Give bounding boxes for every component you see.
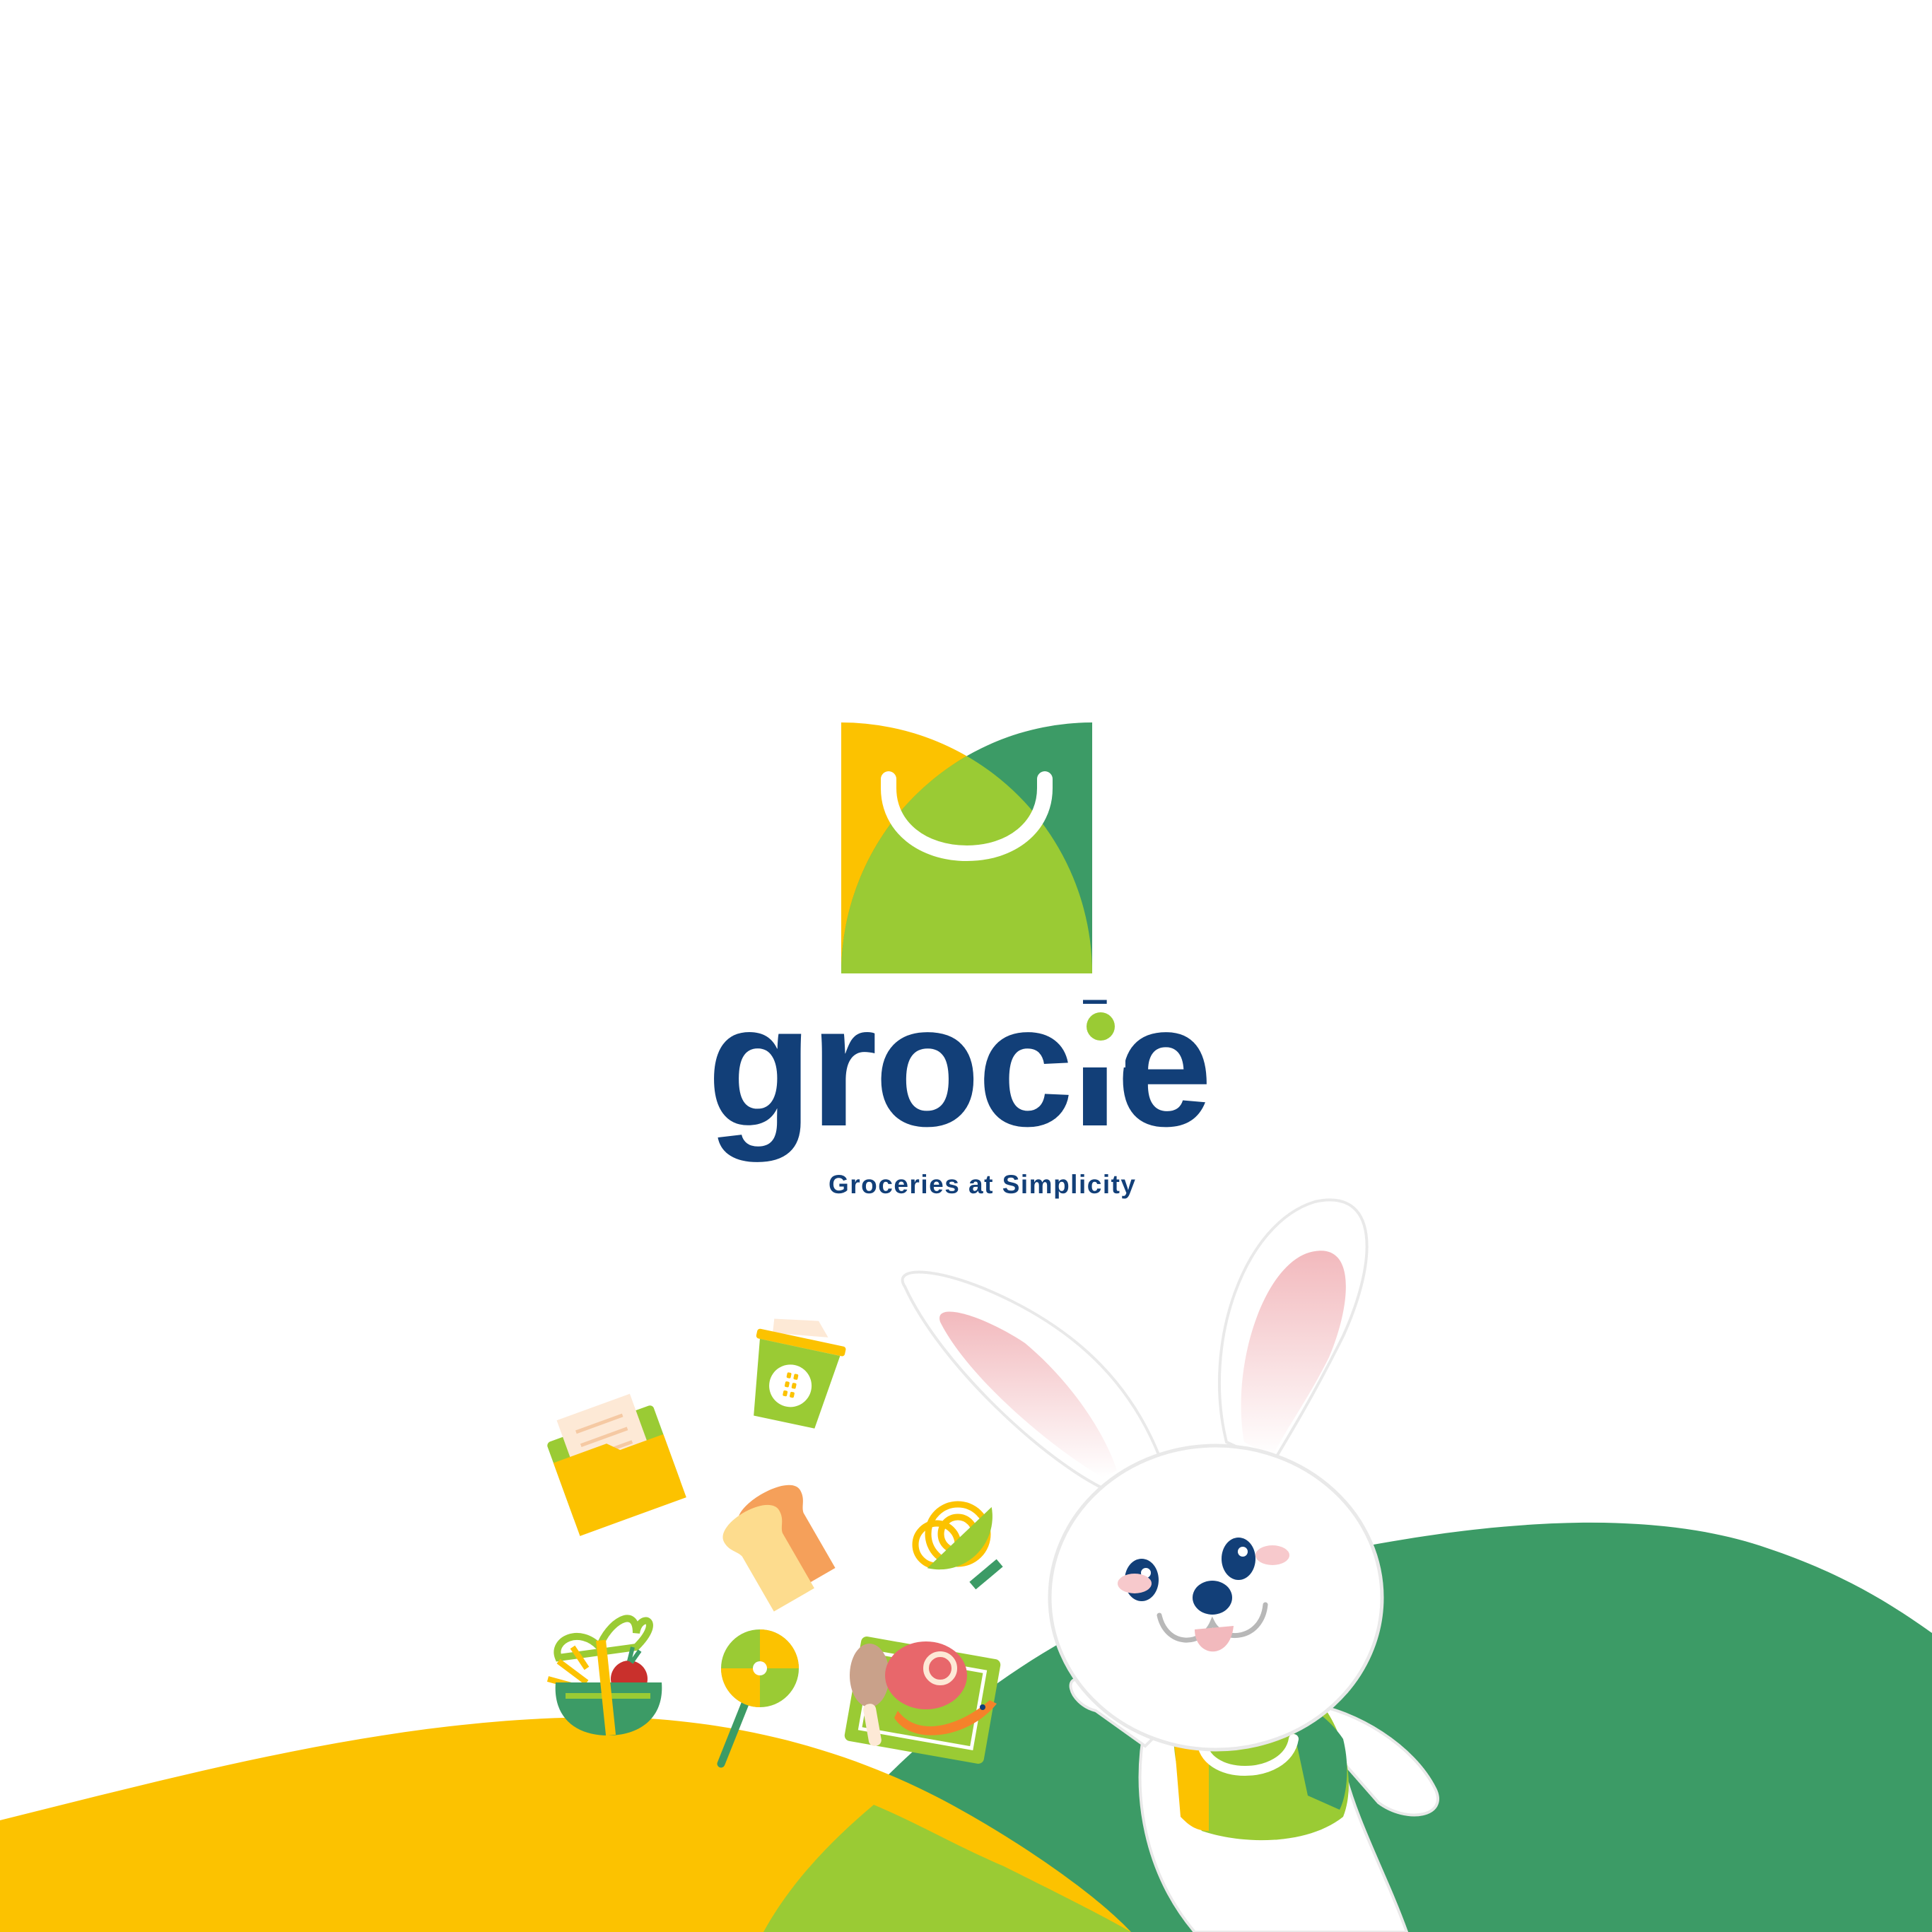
brand-tagline: Groceries at Simplicity: [829, 1170, 1137, 1199]
bread-icon: [722, 1485, 836, 1612]
lollipop-icon: [717, 1629, 799, 1768]
wordmark-i-dot: [1087, 1012, 1115, 1041]
brand-wordmark: grocie: [707, 968, 1212, 1162]
noodle-bowl-icon: [912, 1501, 1003, 1590]
gift-basket-icon: [546, 1615, 662, 1736]
yogurt-cup-icon: [754, 1318, 846, 1429]
meat-seafood-icon: [844, 1637, 1001, 1764]
lime-overlap: [763, 1805, 1131, 1932]
folder-document-icon: [547, 1393, 686, 1536]
